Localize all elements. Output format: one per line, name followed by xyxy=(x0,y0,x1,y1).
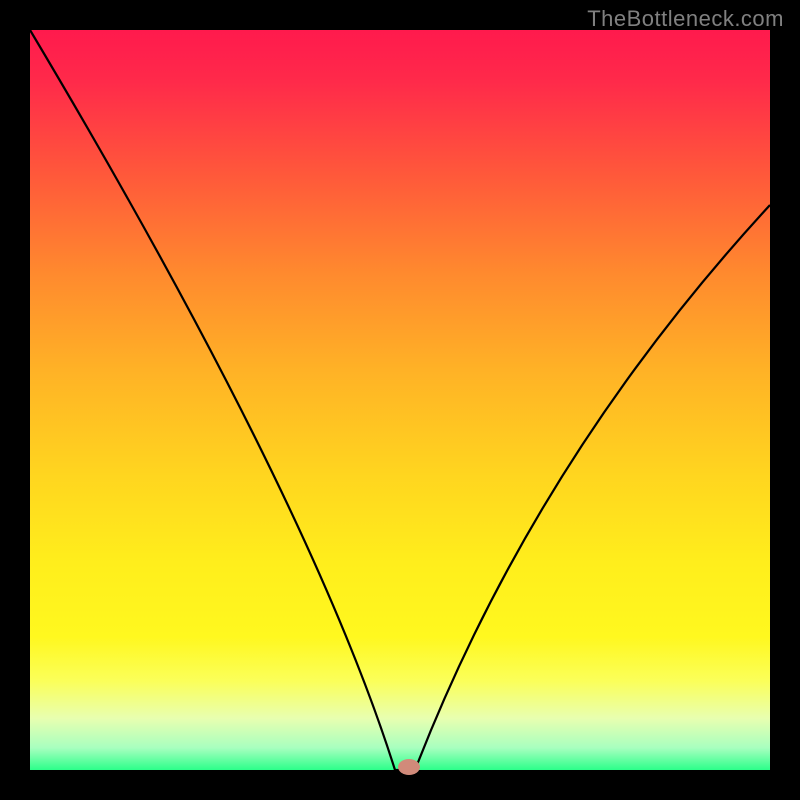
bottleneck-chart xyxy=(0,0,800,800)
plot-background xyxy=(30,30,770,770)
watermark-text: TheBottleneck.com xyxy=(587,6,784,32)
optimal-point-marker xyxy=(398,759,420,775)
chart-container: TheBottleneck.com xyxy=(0,0,800,800)
